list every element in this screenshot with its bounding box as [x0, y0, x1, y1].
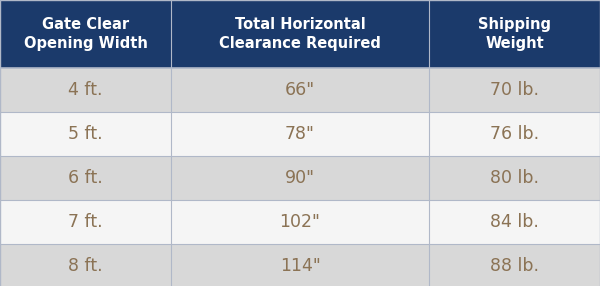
Text: 90": 90": [285, 169, 315, 187]
Text: 114": 114": [280, 257, 320, 275]
Bar: [0, 68, 171, 112]
Text: 84 lb.: 84 lb.: [490, 213, 539, 231]
Text: 102": 102": [280, 213, 320, 231]
Bar: [171, 200, 429, 244]
Bar: [0, 0, 171, 68]
Text: Gate Clear
Opening Width: Gate Clear Opening Width: [23, 17, 148, 51]
Bar: [171, 112, 429, 156]
Text: 7 ft.: 7 ft.: [68, 213, 103, 231]
Bar: [0, 200, 171, 244]
Bar: [429, 0, 600, 68]
Bar: [171, 68, 429, 112]
Bar: [0, 156, 171, 200]
Text: 5 ft.: 5 ft.: [68, 125, 103, 143]
Text: 70 lb.: 70 lb.: [490, 81, 539, 99]
Text: 4 ft.: 4 ft.: [68, 81, 103, 99]
Text: 76 lb.: 76 lb.: [490, 125, 539, 143]
Bar: [429, 112, 600, 156]
Text: 8 ft.: 8 ft.: [68, 257, 103, 275]
Text: 80 lb.: 80 lb.: [490, 169, 539, 187]
Text: Shipping
Weight: Shipping Weight: [478, 17, 551, 51]
Text: 78": 78": [285, 125, 315, 143]
Text: Total Horizontal
Clearance Required: Total Horizontal Clearance Required: [219, 17, 381, 51]
Bar: [0, 112, 171, 156]
Text: 88 lb.: 88 lb.: [490, 257, 539, 275]
Bar: [429, 200, 600, 244]
Text: 6 ft.: 6 ft.: [68, 169, 103, 187]
Bar: [171, 244, 429, 286]
Bar: [171, 0, 429, 68]
Text: 66": 66": [285, 81, 315, 99]
Bar: [429, 156, 600, 200]
Bar: [429, 244, 600, 286]
Bar: [429, 68, 600, 112]
Bar: [171, 156, 429, 200]
Bar: [0, 244, 171, 286]
